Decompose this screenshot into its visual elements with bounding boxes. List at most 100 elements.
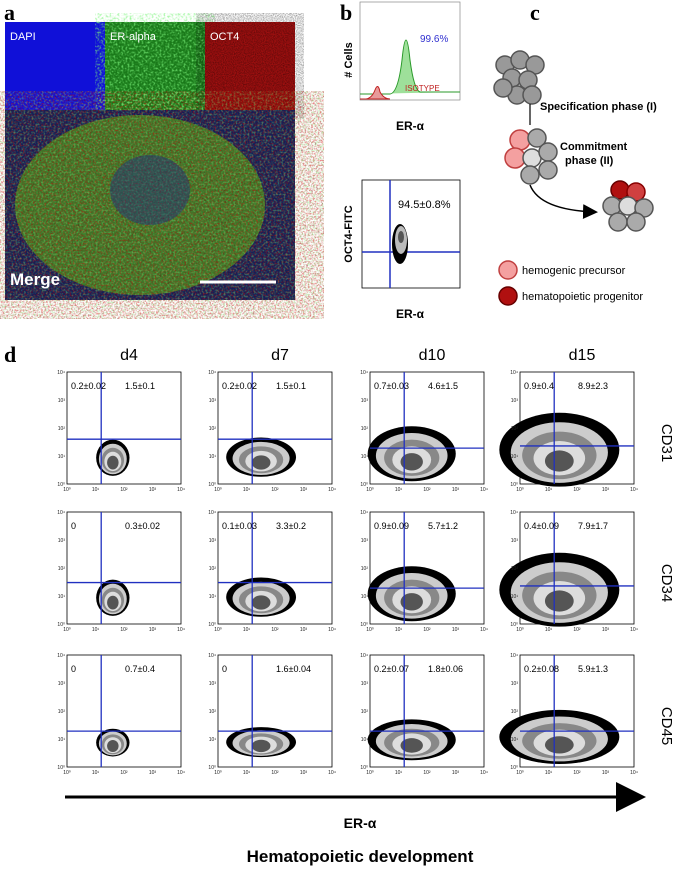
x-tick-label: 10²	[271, 487, 279, 493]
x-tick-label: 10³	[149, 770, 157, 776]
y-tick-label: 10⁴	[510, 510, 518, 516]
quadrant-value: 0.2±0.07	[374, 664, 409, 674]
x-tick-label: 10⁰	[366, 770, 374, 776]
y-tick-label: 10¹	[58, 737, 66, 743]
y-tick-label: 10³	[58, 398, 66, 404]
contour	[544, 450, 574, 472]
y-tick-label: 10³	[58, 681, 66, 687]
y-tick-label: 10⁴	[57, 370, 65, 376]
day-label: d10	[419, 347, 446, 364]
contour	[107, 455, 119, 470]
y-tick-label: 10¹	[511, 594, 519, 600]
x-tick-label: 10⁰	[63, 487, 71, 493]
x-tick-label: 10⁰	[516, 487, 524, 493]
y-tick-label: 10²	[58, 709, 66, 715]
x-tick-label: 10⁴	[630, 770, 638, 776]
x-tick-label: 10¹	[545, 487, 553, 493]
quadrant-value: 0.2±0.02	[71, 381, 106, 391]
channel-label: ER-alpha	[110, 31, 157, 43]
marker-label: CD31	[658, 424, 675, 462]
caption: Hematopoietic development	[247, 847, 474, 866]
x-tick-label: 10⁰	[516, 770, 524, 776]
quadrant-value: 0	[222, 664, 227, 674]
cell-cluster	[493, 50, 545, 105]
y-tick-label: 10²	[511, 709, 519, 715]
y-tick-label: 10²	[511, 426, 519, 432]
dapi-image	[5, 22, 105, 110]
y-tick-label: 10²	[511, 566, 519, 572]
er-texture	[105, 22, 205, 110]
x-tick-label: 10¹	[92, 487, 100, 493]
contour	[251, 739, 271, 753]
x-tick-label: 10²	[573, 627, 581, 633]
panel-label: d	[4, 342, 16, 367]
x-axis-label: ER-α	[396, 307, 425, 321]
merge-green	[5, 110, 295, 300]
x-tick-label: 10⁴	[630, 627, 638, 633]
dotplot-frame	[361, 179, 461, 289]
y-tick-label: 10²	[361, 566, 369, 572]
x-tick-label: 10²	[120, 627, 128, 633]
quadrant-value: 4.6±1.5	[428, 381, 458, 391]
y-tick-label: 10²	[58, 566, 66, 572]
y-tick-label: 10²	[361, 426, 369, 432]
day-label: d15	[569, 347, 596, 364]
y-tick-label: 10⁰	[510, 622, 518, 628]
contour	[400, 453, 423, 471]
x-tick-label: 10⁰	[366, 487, 374, 493]
flow-grid: 0.2±0.02 1.5±0.1 10⁰ 10⁰ 10¹ 10¹ 10² 10² 10³ 10³ 1…	[57, 370, 638, 776]
x-tick-label: 10⁴	[630, 487, 638, 493]
quadrant-value: 1.6±0.04	[276, 664, 311, 674]
panel-label: c	[530, 0, 540, 25]
merge-label: Merge	[10, 270, 60, 289]
x-tick-label: 10²	[573, 770, 581, 776]
x-tick-label: 10²	[423, 627, 431, 633]
legend-label: hemogenic precursor	[522, 265, 626, 277]
x-tick-label: 10³	[602, 770, 610, 776]
y-tick-label: 10⁴	[208, 510, 216, 516]
y-tick-label: 10⁴	[510, 370, 518, 376]
cell-cluster	[602, 180, 654, 232]
y-tick-label: 10⁴	[57, 510, 65, 516]
y-tick-label: 10¹	[209, 737, 217, 743]
x-tick-label: 10²	[120, 770, 128, 776]
y-tick-label: 10²	[209, 426, 217, 432]
y-tick-label: 10⁴	[360, 653, 368, 659]
arrow	[529, 184, 598, 220]
x-tick-label: 10⁴	[177, 770, 185, 776]
x-tick-label: 10¹	[545, 627, 553, 633]
y-tick-label: 10⁴	[57, 653, 65, 659]
legend-swatch	[498, 260, 518, 280]
y-tick-label: 10⁴	[208, 653, 216, 659]
x-tick-label: 10¹	[243, 770, 251, 776]
quadrant-value: 1.5±0.1	[276, 381, 306, 391]
x-tick-label: 10²	[573, 487, 581, 493]
x-tick-label: 10¹	[545, 770, 553, 776]
phase-label: Specification phase (I)	[540, 101, 657, 113]
x-tick-label: 10⁴	[328, 487, 336, 493]
x-tick-label: 10⁰	[366, 627, 374, 633]
isotype-histogram	[360, 86, 391, 100]
x-axis-label: ER-α	[396, 119, 425, 133]
x-tick-label: 10³	[300, 770, 308, 776]
y-tick-label: 10¹	[361, 594, 369, 600]
x-tick-label: 10⁴	[177, 627, 185, 633]
contour	[251, 455, 271, 470]
quadrant-value: 0	[71, 664, 76, 674]
y-tick-label: 10³	[209, 681, 217, 687]
x-tick-label: 10³	[602, 487, 610, 493]
quadrant-value: 1.5±0.1	[125, 381, 155, 391]
y-tick-label: 10⁰	[57, 622, 65, 628]
y-tick-label: 10³	[209, 398, 217, 404]
y-tick-label: 10⁰	[208, 622, 216, 628]
positive-percent: 99.6%	[420, 34, 448, 45]
contour	[544, 736, 574, 754]
phase-label: Commitment	[560, 141, 628, 153]
x-tick-label: 10³	[452, 627, 460, 633]
y-tick-label: 10⁰	[57, 765, 65, 771]
er-histogram	[360, 39, 460, 95]
y-tick-label: 10³	[361, 538, 369, 544]
y-tick-label: 10¹	[58, 454, 66, 460]
quadrant-value: 0.9±0.09	[374, 521, 409, 531]
